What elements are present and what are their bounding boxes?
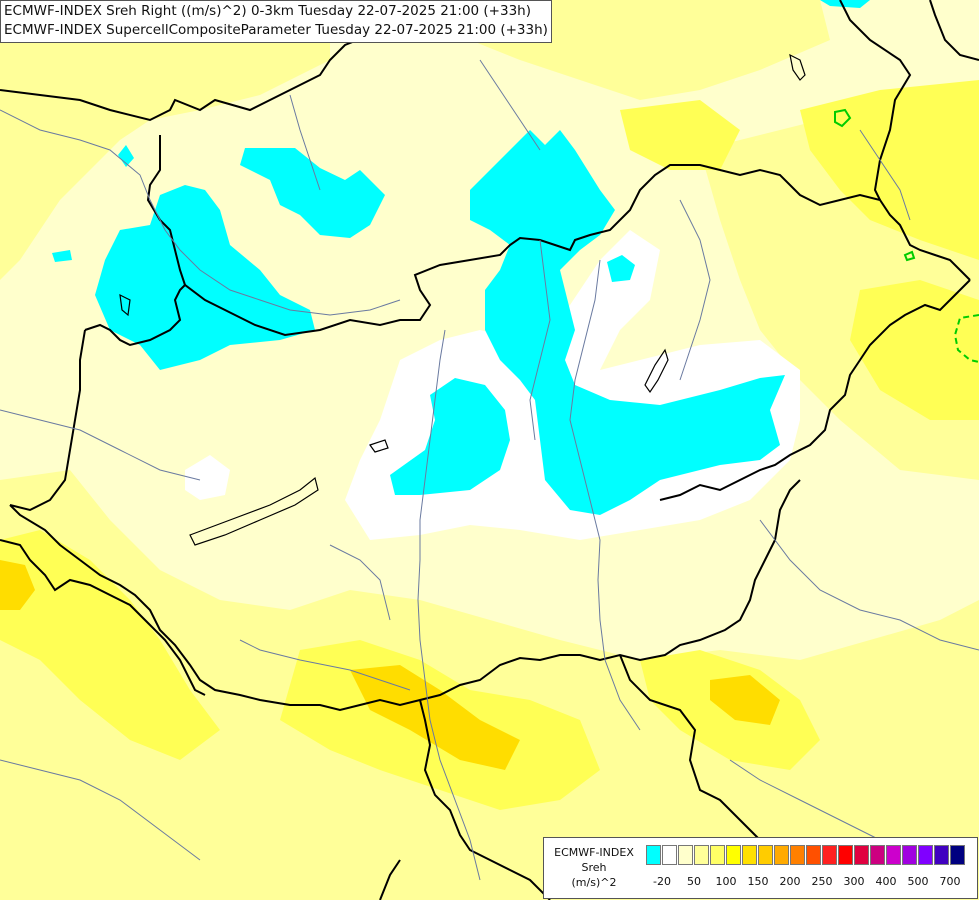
legend-swatch [950, 845, 965, 865]
sreh-contour-orange [0, 560, 780, 770]
legend-tick-label: 200 [779, 875, 801, 888]
legend-swatch [726, 845, 741, 865]
legend-tick-label: -20 [653, 875, 671, 888]
legend-swatch [902, 845, 917, 865]
legend-source: ECMWF-INDEX [554, 846, 634, 859]
legend-swatch [774, 845, 789, 865]
legend-tick-label: 400 [875, 875, 897, 888]
legend-unit: (m/s)^2 [571, 876, 617, 889]
legend-swatch [678, 845, 693, 865]
legend-variable: Sreh [581, 861, 607, 874]
legend-tick-label: 300 [843, 875, 865, 888]
legend-swatch [886, 845, 901, 865]
legend-swatch [710, 845, 725, 865]
legend-swatch [822, 845, 837, 865]
sreh-contour-cyan [52, 0, 870, 515]
scp-contours [834, 108, 979, 363]
legend-label: ECMWF-INDEX Sreh (m/s)^2 [546, 845, 642, 890]
lake-outlines [119, 53, 806, 546]
legend-swatch [742, 845, 757, 865]
legend-tick-label: 150 [747, 875, 769, 888]
title-line-2: ECMWF-INDEX SupercellCompositeParameter … [4, 22, 548, 38]
legend-swatch [646, 845, 661, 865]
legend-swatch [806, 845, 821, 865]
legend-swatch [838, 845, 853, 865]
legend-swatch [790, 845, 805, 865]
legend-swatch [694, 845, 709, 865]
legend-tick-label: 700 [939, 875, 961, 888]
legend-swatch [870, 845, 885, 865]
legend-swatch [662, 845, 677, 865]
map-title-box: ECMWF-INDEX Sreh Right ((m/s)^2) 0-3km T… [0, 0, 552, 43]
legend-tick-label: 100 [715, 875, 737, 888]
river-lines [0, 59, 979, 881]
title-line-1: ECMWF-INDEX Sreh Right ((m/s)^2) 0-3km T… [4, 3, 531, 19]
legend-swatch [854, 845, 869, 865]
legend-swatch [934, 845, 949, 865]
legend-swatch [918, 845, 933, 865]
legend-tick-label: 50 [687, 875, 701, 888]
legend-tick-label: 250 [811, 875, 833, 888]
legend-tick-label: 500 [907, 875, 929, 888]
color-legend: ECMWF-INDEX Sreh (m/s)^2 -20 50 100 150 200 2… [543, 837, 978, 899]
legend-swatch [758, 845, 773, 865]
